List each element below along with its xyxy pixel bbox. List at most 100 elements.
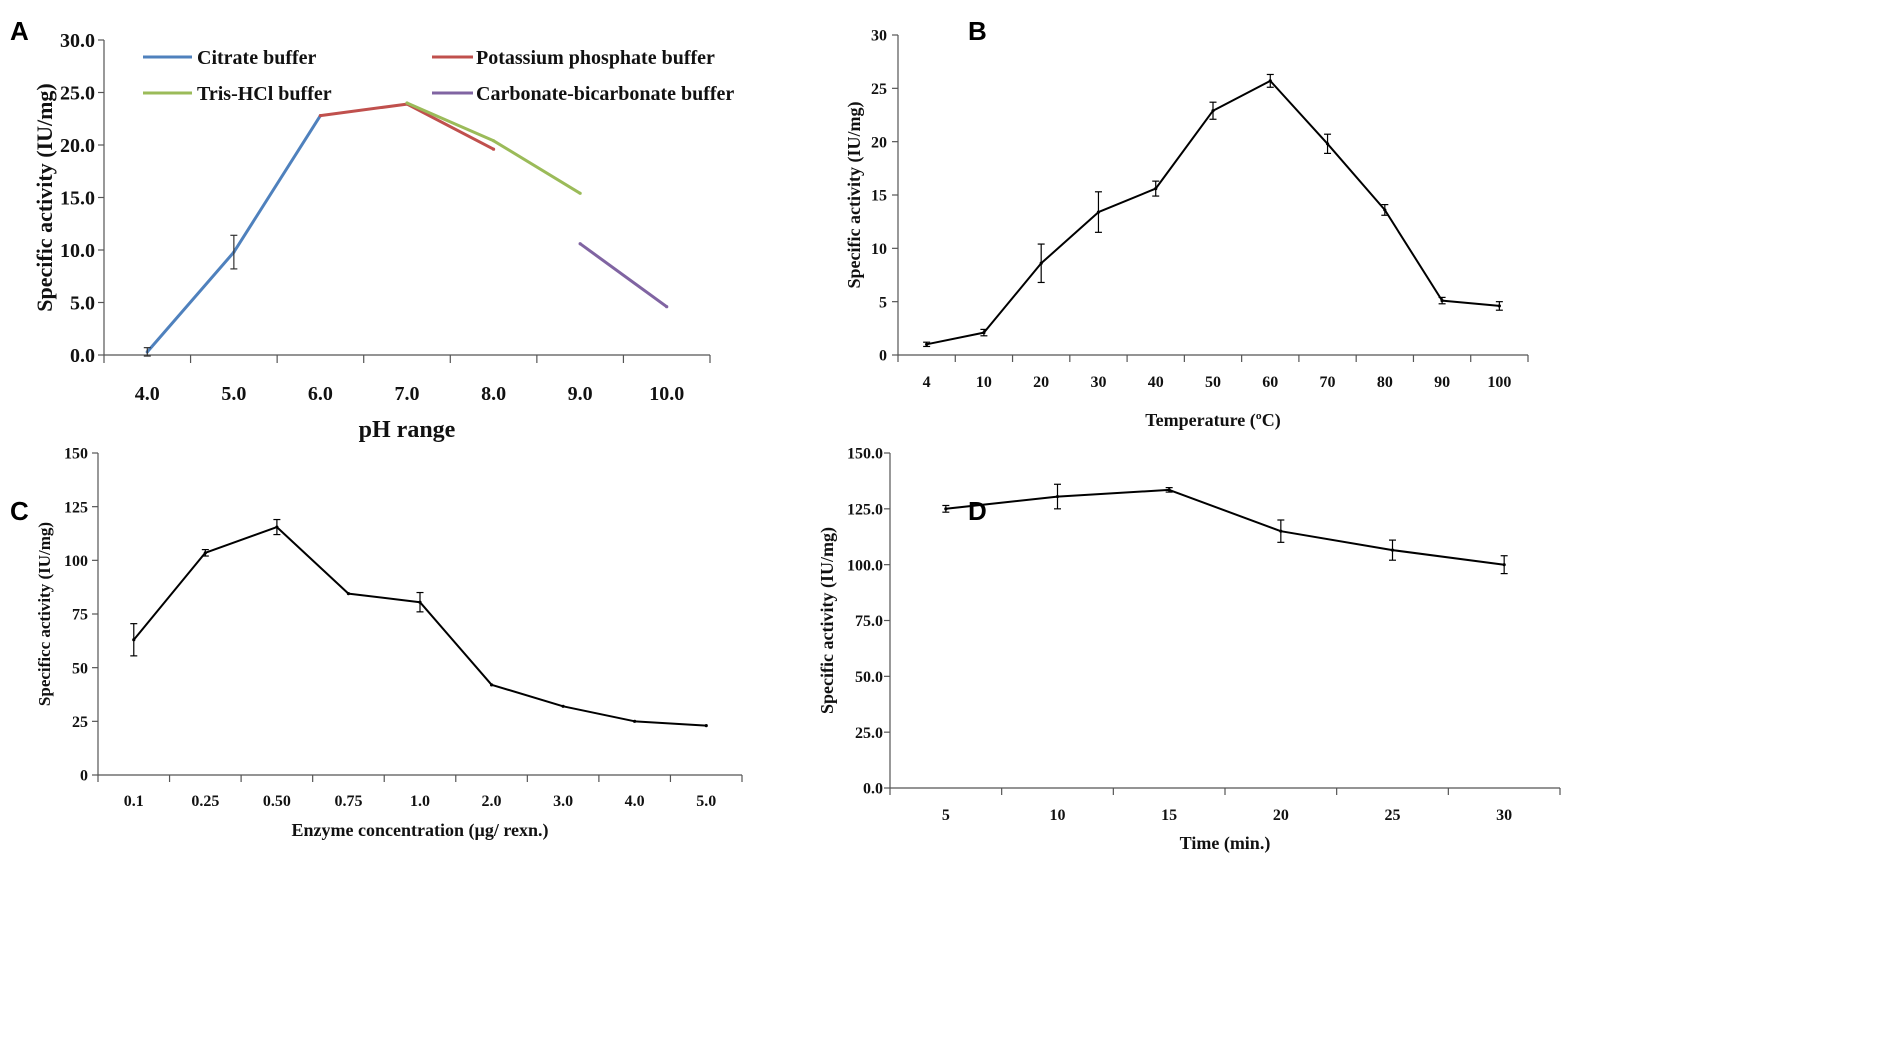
error-bar (1037, 243, 1045, 284)
legend-label: Carbonate-bicarbonate buffer (476, 83, 734, 105)
y-tick-label: 50 (72, 660, 88, 677)
x-tick-label: 70 (1320, 374, 1336, 391)
y-tick-label: 75.0 (855, 613, 883, 630)
x-tick-label: 60 (1262, 374, 1278, 391)
error-bar (942, 504, 950, 513)
legend-label: Tris-HCl buffer (197, 83, 332, 105)
error-bar (1277, 519, 1285, 543)
data-point (318, 114, 323, 118)
x-tick-label: 0.1 (124, 793, 144, 810)
x-tick-label: 5.0 (221, 383, 246, 405)
y-tick-label: 75 (72, 607, 88, 624)
error-bar (1438, 296, 1446, 305)
chart-a-ph: 0.0 5.0 10.0 15.0 20.0 25.0 30.0 4.0 5.0 6.0 7.0 8.… (32, 30, 734, 443)
chart-b-temperature: 0 5 10 15 20 25 30 4 10 20 30 40 50 60 70 80 90 100 Temper… (844, 28, 1529, 431)
y-tick-label: 0.0 (70, 345, 95, 367)
x-axis-title: Enzyme concentration (µg/ rexn.) (292, 820, 549, 841)
error-bar (143, 347, 151, 357)
panel-letter-a: A (10, 16, 29, 46)
series-line (133, 526, 707, 727)
y-axis-title: Specific activity (IU/mg) (817, 527, 838, 714)
error-bar (273, 518, 281, 536)
y-tick-label: 0 (879, 348, 887, 365)
y-tick-label: 100.0 (847, 557, 883, 574)
y-tick-label: 150.0 (847, 446, 883, 463)
panel-letter-c: C (10, 496, 29, 526)
panel-letter-b: B (968, 16, 987, 46)
data-point (346, 592, 351, 596)
error-bar (1500, 555, 1508, 575)
x-tick-label: 0.75 (334, 793, 362, 810)
data-point (561, 704, 565, 708)
x-tick-label: 25 (1385, 807, 1401, 824)
x-tick-label: 90 (1434, 374, 1450, 391)
x-tick-label: 1.0 (410, 793, 430, 810)
series-line (579, 242, 668, 308)
data-point (665, 305, 669, 309)
x-tick-label: 6.0 (308, 383, 333, 405)
chart-d-time: 0.0 25.0 50.0 75.0 100.0 125.0 150.0 5 10 15 20 25 3… (817, 446, 1561, 854)
x-axis-title: Temperature (ºC) (1145, 410, 1280, 431)
data-point (491, 147, 496, 151)
error-bar (130, 623, 138, 657)
data-point (491, 139, 496, 143)
x-tick-label: 8.0 (481, 383, 506, 405)
y-tick-label: 125.0 (847, 501, 883, 518)
y-tick-label: 30 (871, 28, 887, 45)
x-tick-label: 10 (976, 374, 992, 391)
error-bar (1152, 180, 1160, 197)
x-tick-label: 2.0 (482, 793, 502, 810)
y-tick-label: 20 (871, 134, 887, 151)
x-tick-label: 5 (942, 807, 950, 824)
x-tick-label: 100 (1487, 374, 1511, 391)
data-point (633, 719, 637, 723)
error-bar (1165, 487, 1173, 493)
x-axis-title: pH range (359, 417, 456, 443)
x-tick-label: 30 (1496, 807, 1512, 824)
data-point (704, 724, 708, 728)
data-point (578, 242, 582, 246)
x-tick-label: 4.0 (625, 793, 645, 810)
x-tick-label: 10 (1050, 807, 1066, 824)
y-tick-label: 15 (871, 188, 887, 205)
y-tick-label: 0.0 (863, 781, 883, 798)
error-bar (230, 234, 238, 270)
x-tick-label: 20 (1033, 374, 1049, 391)
y-tick-label: 10.0 (60, 240, 95, 262)
series-line (146, 114, 322, 353)
panel-letter-d: D (968, 496, 987, 526)
series-line (926, 79, 1500, 346)
x-tick-label: 40 (1148, 374, 1164, 391)
x-tick-label: 15 (1161, 807, 1177, 824)
x-tick-label: 4.0 (135, 383, 160, 405)
y-tick-label: 30.0 (60, 30, 95, 52)
y-tick-label: 5.0 (70, 293, 95, 315)
y-tick-label: 15.0 (60, 188, 95, 210)
error-bar (980, 328, 988, 337)
y-tick-label: 150 (64, 446, 88, 463)
chart-c-enzyme-concentration: 0 25 50 75 100 125 150 0.1 0.25 0.50 0.75 1.0 2.0 3.0… (35, 446, 743, 841)
y-tick-label: 25.0 (855, 725, 883, 742)
x-tick-label: 0.50 (263, 793, 291, 810)
error-bar (1389, 539, 1396, 561)
error-bar (1094, 191, 1102, 233)
x-tick-label: 9.0 (568, 383, 593, 405)
error-bar (1495, 301, 1503, 311)
x-tick-label: 10.0 (649, 383, 684, 405)
error-bar (1054, 483, 1061, 510)
data-point (405, 101, 409, 105)
error-bar (416, 591, 424, 613)
y-tick-label: 25 (871, 81, 887, 98)
error-bar (1209, 101, 1217, 120)
y-tick-label: 20.0 (60, 135, 95, 157)
y-tick-label: 125 (64, 499, 88, 516)
x-tick-label: 5.0 (696, 793, 716, 810)
x-tick-label: 20 (1273, 807, 1289, 824)
x-tick-label: 3.0 (553, 793, 573, 810)
y-tick-label: 0 (80, 768, 88, 785)
error-bar (201, 548, 209, 557)
error-bar (923, 341, 931, 348)
series-line (320, 102, 495, 151)
x-tick-label: 4 (923, 374, 931, 391)
